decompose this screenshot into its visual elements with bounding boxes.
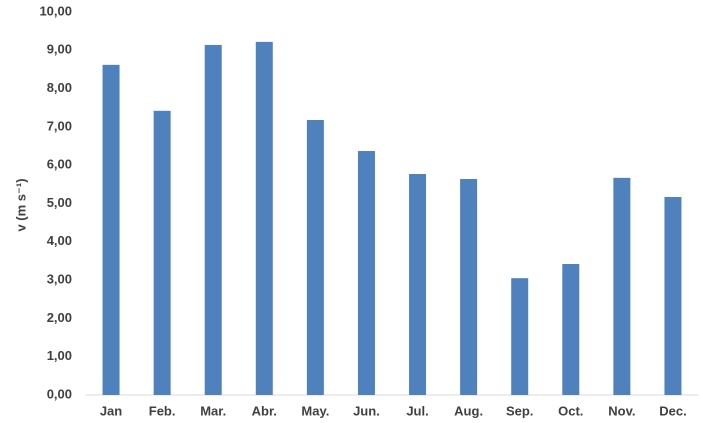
bar [357, 151, 375, 395]
bar [613, 177, 631, 395]
bar [255, 41, 273, 396]
bar [153, 110, 171, 396]
x-tick-label: Aug. [454, 403, 483, 418]
y-tick-label: 3,00 [47, 272, 72, 287]
x-tick-label: Nov. [608, 403, 635, 418]
y-tick-label: 4,00 [47, 233, 72, 248]
y-tick-label: 0,00 [47, 386, 72, 401]
bar [460, 178, 478, 395]
y-axis-label: v (m s⁻¹) [13, 178, 28, 231]
bar [664, 196, 682, 395]
bar [511, 278, 529, 395]
x-tick-label: Sep. [506, 403, 533, 418]
x-tick-label: Oct. [558, 403, 583, 418]
x-tick-label: Jan [100, 403, 122, 418]
bar [204, 44, 222, 396]
x-tick-label: Feb. [149, 403, 176, 418]
y-tick-label: 10,00 [39, 3, 72, 18]
y-tick-label: 6,00 [47, 157, 72, 172]
x-tick-label: Jul. [406, 403, 428, 418]
bar [562, 264, 580, 395]
y-tick-label: 2,00 [47, 310, 72, 325]
x-tick-label: Dec. [659, 403, 686, 418]
bar [102, 64, 120, 395]
x-tick-label: May. [301, 403, 329, 418]
x-tick-label: Mar. [200, 403, 226, 418]
x-tick-label: Jun. [353, 403, 380, 418]
bar [306, 120, 324, 396]
y-tick-label: 9,00 [47, 42, 72, 57]
y-tick-label: 7,00 [47, 118, 72, 133]
y-tick-label: 5,00 [47, 195, 72, 210]
x-tick-label: Abr. [252, 403, 277, 418]
y-tick-label: 1,00 [47, 348, 72, 363]
bar [409, 174, 427, 395]
y-tick-label: 8,00 [47, 80, 72, 95]
